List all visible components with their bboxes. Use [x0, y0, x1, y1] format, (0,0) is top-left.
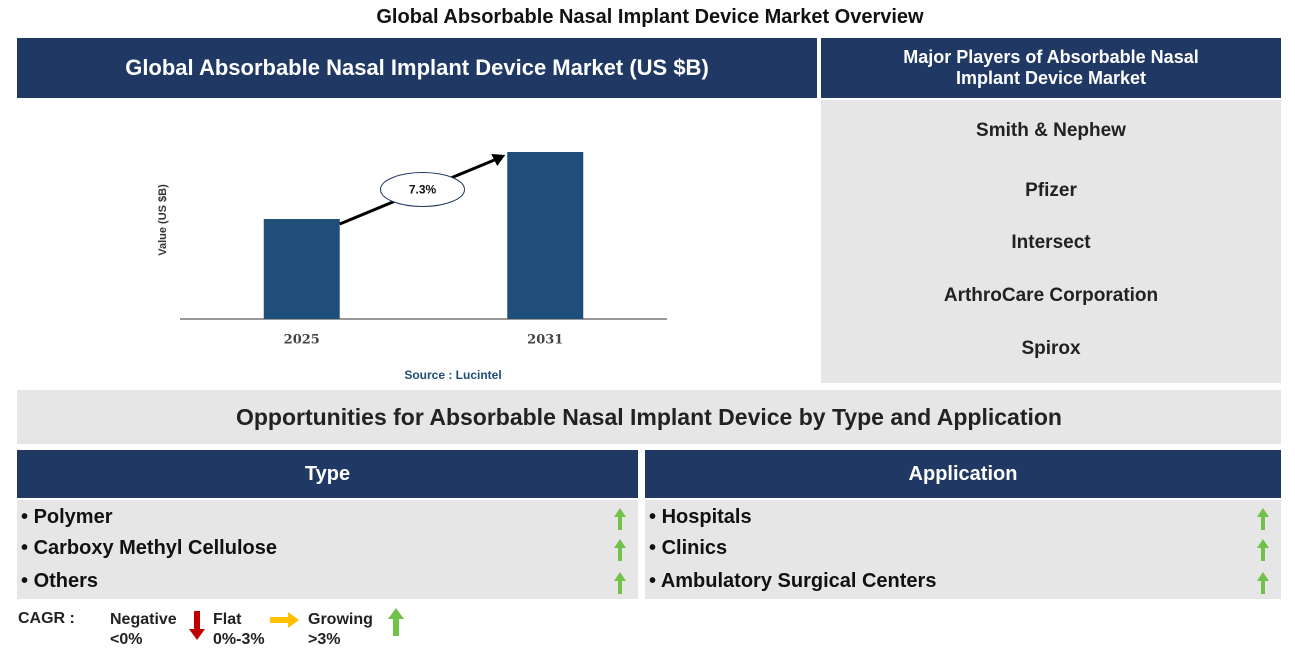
list-item: Others — [21, 570, 98, 593]
chart: Value (US $B) Source : Lucintel 2025 2031… — [157, 152, 667, 382]
application-header: Application — [645, 450, 1281, 498]
legend-range: >3% — [308, 631, 341, 648]
application-list: Hospitals Clinics Ambulatory Surgical Cent… — [645, 500, 1281, 599]
legend-label: CAGR : — [18, 610, 75, 627]
type-header: Type — [17, 450, 638, 498]
growth-arrow — [614, 508, 626, 530]
legend-name: Flat — [213, 611, 242, 628]
list-item: Hospitals — [649, 506, 752, 529]
player: Smith & Nephew — [976, 120, 1126, 141]
type-list: Polymer Carboxy Methyl Cellulose Others — [17, 500, 638, 599]
list-item: Clinics — [649, 537, 728, 560]
list-item: Polymer — [21, 506, 113, 529]
player: Spirox — [1021, 338, 1081, 359]
negative-arrow — [189, 611, 205, 640]
bar — [263, 219, 340, 319]
legend-item: Growing >3% — [308, 610, 373, 650]
growth-arrow — [1257, 539, 1269, 561]
legend-range: <0% — [110, 631, 143, 648]
players-box: Smith & Nephew Pfizer Intersect ArthroCare … — [821, 100, 1281, 383]
growth-arrow — [614, 539, 626, 561]
chart-header: Global Absorbable Nasal Implant Device M… — [17, 38, 817, 98]
growing-arrow — [388, 608, 404, 636]
x-tick-label: 2031 — [527, 333, 563, 348]
flat-arrow — [270, 612, 299, 628]
legend-range: 0%-3% — [213, 631, 265, 648]
growth-arrow — [614, 572, 626, 594]
y-axis-label: Value (US $B) — [157, 184, 169, 256]
players-header: Major Players of Absorbable Nasal Implan… — [821, 38, 1281, 98]
list-item: Ambulatory Surgical Centers — [649, 570, 937, 593]
opportunities-title: Opportunities for Absorbable Nasal Impla… — [17, 390, 1281, 444]
cagr-bubble — [380, 172, 465, 207]
growth-arrow — [1257, 572, 1269, 594]
player: ArthroCare Corporation — [943, 285, 1159, 306]
legend-item: Negative <0% — [110, 610, 177, 650]
growth-arrow — [1257, 508, 1269, 530]
growth-arrowhead — [491, 154, 506, 166]
list-item: Carboxy Methyl Cellulose — [21, 537, 277, 560]
x-tick-label: 2025 — [284, 333, 320, 348]
legend-name: Growing — [308, 611, 373, 628]
cagr-label: 7.3% — [409, 183, 437, 197]
legend-item: Flat 0%-3% — [213, 610, 265, 650]
page-title: Global Absorbable Nasal Implant Device M… — [376, 6, 924, 28]
source: Source : Lucintel — [404, 368, 501, 382]
legend-name: Negative — [110, 611, 177, 628]
player: Intersect — [1011, 232, 1091, 253]
bar — [507, 152, 584, 319]
player: Pfizer — [1025, 180, 1077, 201]
